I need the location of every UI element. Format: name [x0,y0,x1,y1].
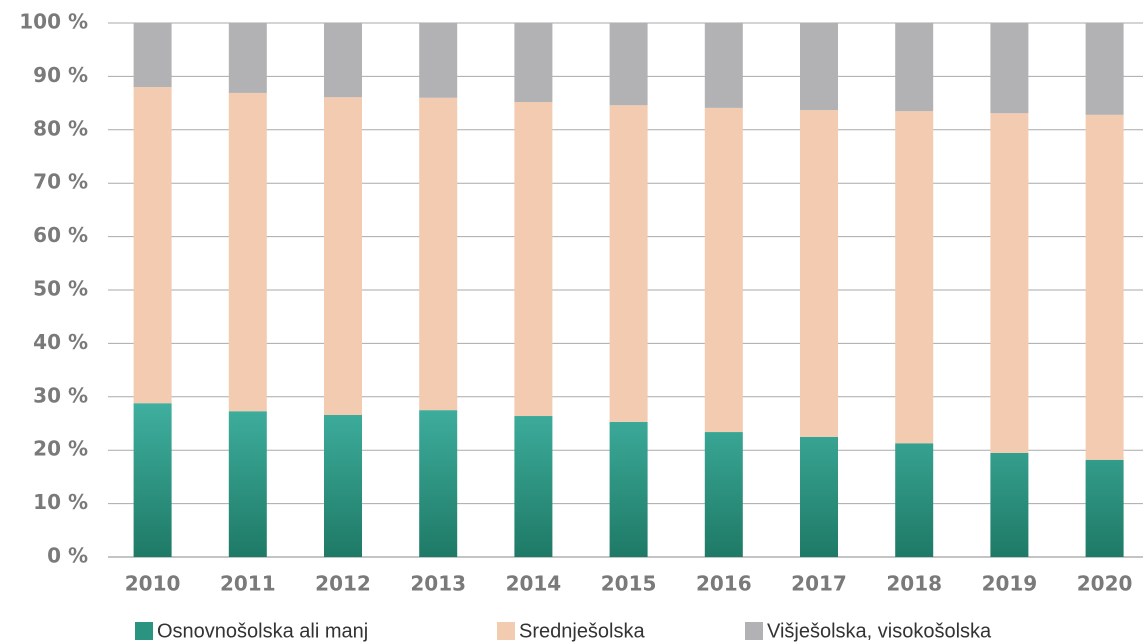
bar-segment [609,105,648,422]
bar-segment [228,92,267,412]
x-tick-label: 2014 [506,572,562,596]
bar-segment [895,443,934,557]
bar-segment [990,23,1029,114]
x-tick-label: 2015 [601,572,657,596]
bar-segment [704,107,743,433]
x-tick-label: 2010 [125,572,181,596]
x-tick-label: 2016 [696,572,752,596]
bar-segment [609,23,648,106]
bar-segment [895,111,934,444]
y-tick-label: 20 % [33,437,88,461]
legend-swatch [135,622,153,640]
bar-segment [609,421,648,557]
bar-segment [419,410,458,557]
x-tick-label: 2018 [886,572,942,596]
y-tick-label: 90 % [33,63,88,87]
bar-segment [324,23,362,98]
y-tick-label: 0 % [47,544,88,568]
bar-segment [514,23,553,103]
bar-segment [514,416,553,557]
legend-swatch [745,622,763,640]
bar-segment [133,23,172,88]
x-tick-label: 2012 [315,572,371,596]
bar-segment [228,411,267,557]
bar-segment [704,23,743,108]
bar-segment [1085,114,1124,460]
bar-segment [324,97,362,415]
y-tick-label: 50 % [33,277,88,301]
bar-segment [895,23,934,112]
bar-segment [514,102,553,417]
bar-segment [800,23,838,111]
bar-segment [800,110,838,437]
bar-segment [419,23,458,98]
legend-label: Srednješolska [519,620,646,642]
legend-swatch [497,622,515,640]
bar-segment [990,113,1029,453]
x-tick-label: 2019 [982,572,1038,596]
y-tick-label: 10 % [33,490,88,514]
legend-label: Osnovnošolska ali manj [157,620,368,642]
x-tick-label: 2011 [220,572,276,596]
bar-segment [324,414,362,557]
y-tick-label: 100 % [19,10,88,34]
y-tick-label: 80 % [33,116,88,140]
x-tick-label: 2017 [791,572,847,596]
bar-segment [1085,23,1124,115]
bar-segment [228,23,267,93]
bar-segment [704,432,743,557]
y-tick-label: 70 % [33,170,88,194]
legend-label: Višješolska, visokošolska [767,620,992,642]
bar-segment [990,452,1029,557]
bar-segment [800,436,838,557]
bar-segment [133,403,172,557]
bar-segment [133,87,172,404]
y-tick-label: 40 % [33,330,88,354]
y-tick-label: 60 % [33,223,88,247]
bar-segment [1085,459,1124,557]
bar-segment [419,97,458,411]
x-tick-label: 2013 [410,572,466,596]
x-tick-label: 2020 [1077,572,1133,596]
y-tick-label: 30 % [33,383,88,407]
